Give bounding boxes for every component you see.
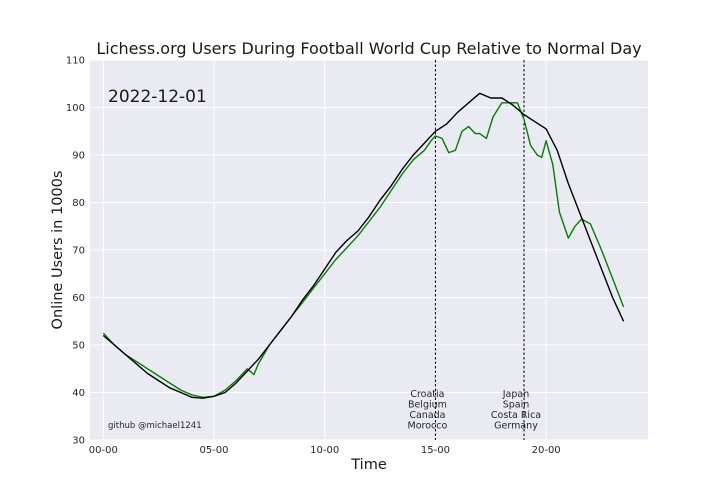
x-tick-label: 05-00 xyxy=(199,445,228,456)
series-lines xyxy=(102,92,625,399)
y-tick-label: 110 xyxy=(66,56,85,67)
credit-label: github @michael1241 xyxy=(108,421,202,431)
event-team-label: Spain xyxy=(503,400,530,411)
series-line-1 xyxy=(102,92,625,399)
event-lines xyxy=(434,60,525,440)
x-tick-label: 10-00 xyxy=(310,445,339,456)
event-team-label: Croatia xyxy=(410,389,444,400)
x-tick-label: 20-00 xyxy=(532,445,561,456)
x-tick-label: 15-00 xyxy=(421,445,450,456)
y-tick-label: 90 xyxy=(72,151,85,162)
x-tick-label: 00-00 xyxy=(89,445,118,456)
event-team-label: Belgium xyxy=(408,400,447,411)
y-tick-label: 100 xyxy=(66,103,85,114)
y-tick-label: 60 xyxy=(72,293,85,304)
event-team-label: Canada xyxy=(409,410,445,421)
y-tick-label: 70 xyxy=(72,246,85,257)
y-tick-label: 30 xyxy=(72,436,85,447)
y-tick-label: 50 xyxy=(72,341,85,352)
chart-title: Lichess.org Users During Football World … xyxy=(96,39,641,58)
y-tick-label: 80 xyxy=(72,198,85,209)
x-axis-label: Time xyxy=(350,457,387,473)
event-team-label: Japan xyxy=(502,389,530,400)
y-tick-label: 40 xyxy=(72,388,85,399)
y-axis-ticks: 30 40 50 60 70 80 90 100 110 xyxy=(66,56,85,447)
gridlines xyxy=(90,59,648,441)
event-team-label: Germany xyxy=(494,421,538,432)
y-axis-label: Online Users in 1000s xyxy=(50,171,66,330)
event-team-label: Morocco xyxy=(408,421,448,432)
date-label: 2022-12-01 xyxy=(108,87,207,107)
event-team-label: Costa Rica xyxy=(491,410,541,421)
x-axis-ticks: 00-00 05-00 10-00 15-00 20-00 xyxy=(89,445,561,456)
